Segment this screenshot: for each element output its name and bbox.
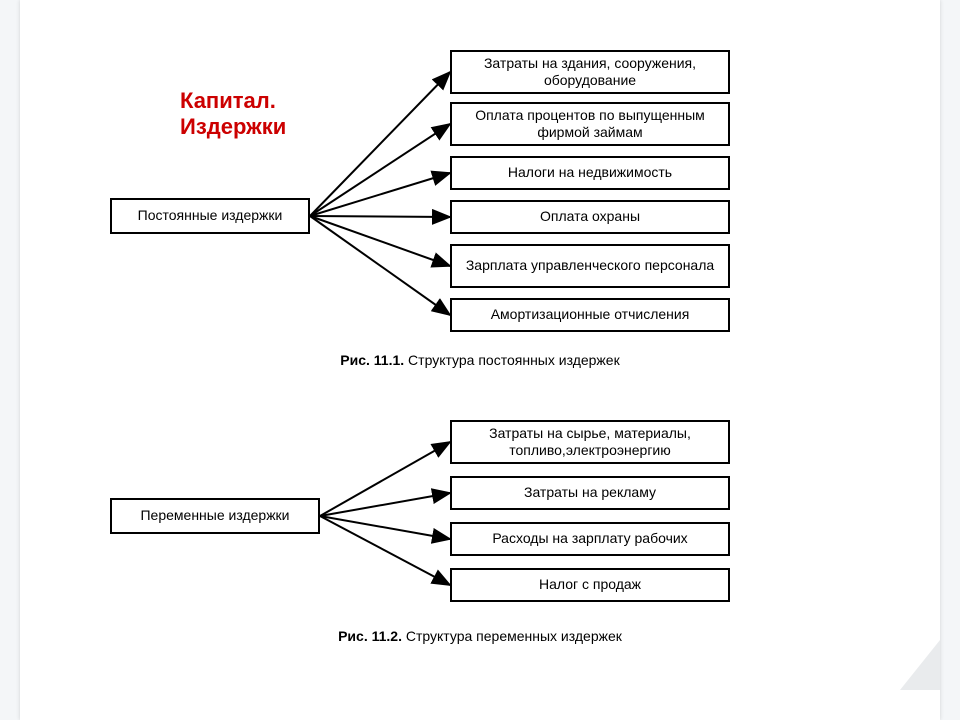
d1-target-2: Налоги на недвижимость [450,156,730,190]
d1-target-5: Амортизационные отчисления [450,298,730,332]
d2-target-2: Расходы на зарплату рабочих [450,522,730,556]
d1-target-0: Затраты на здания, сооружения, оборудова… [450,50,730,94]
d2-target-0: Затраты на сырье, материалы, топливо,эле… [450,420,730,464]
d1-caption-prefix: Рис. 11.1. [340,352,404,368]
d1-caption-text: Структура постоянных издержек [408,352,620,368]
d2-root-box: Переменные издержки [110,498,320,534]
d1-caption: Рис. 11.1. Структура постоянных издержек [20,352,940,368]
d1-target-1: Оплата процентов по выпущенным фирмой за… [450,102,730,146]
d2-caption-prefix: Рис. 11.2. [338,628,402,644]
d2-caption: Рис. 11.2. Структура переменных издержек [20,628,940,644]
d1-root-box: Постоянные издержки [110,198,310,234]
d1-target-4: Зарплата управленческого персонала [450,244,730,288]
d2-target-3: Налог с продаж [450,568,730,602]
paper-sheet: Капитал. Издержки Постоянные издержки За… [20,0,940,720]
d2-caption-text: Структура переменных издержек [406,628,622,644]
d2-target-1: Затраты на рекламу [450,476,730,510]
corner-shadow [900,640,940,690]
d1-target-3: Оплата охраны [450,200,730,234]
page-title: Капитал. Издержки [180,88,286,140]
